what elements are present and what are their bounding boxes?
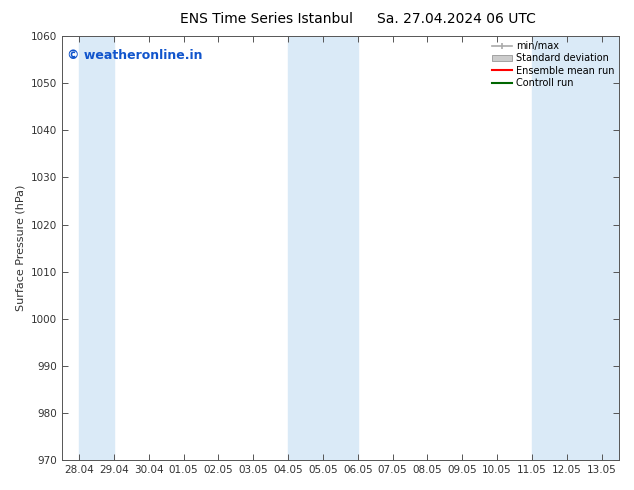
Text: ENS Time Series Istanbul: ENS Time Series Istanbul xyxy=(180,12,353,26)
Y-axis label: Surface Pressure (hPa): Surface Pressure (hPa) xyxy=(15,185,25,311)
Text: Sa. 27.04.2024 06 UTC: Sa. 27.04.2024 06 UTC xyxy=(377,12,536,26)
Text: © weatheronline.in: © weatheronline.in xyxy=(67,49,203,62)
Bar xyxy=(288,36,358,460)
Bar xyxy=(79,36,114,460)
Bar xyxy=(532,36,619,460)
Legend: min/max, Standard deviation, Ensemble mean run, Controll run: min/max, Standard deviation, Ensemble me… xyxy=(490,39,616,90)
